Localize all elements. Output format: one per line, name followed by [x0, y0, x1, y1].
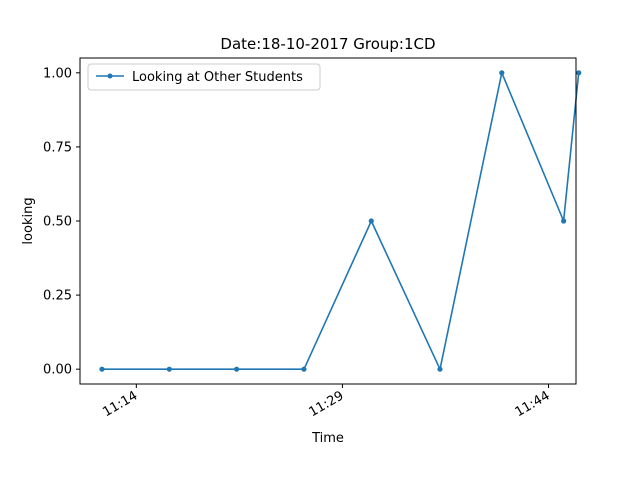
- y-axis: 0.00 0.25 0.50 0.75 1.00: [43, 66, 80, 378]
- plot-series: [99, 70, 582, 372]
- series-line: [102, 72, 580, 371]
- chart-title: Date:18-10-2017 Group:1CD: [220, 35, 435, 53]
- x-tick-label: 11:44: [513, 388, 553, 420]
- legend-box: [87, 63, 321, 91]
- data-point: [166, 366, 172, 372]
- data-point: [499, 70, 505, 76]
- x-tick-label: 11:29: [306, 388, 346, 420]
- x-axis-title: Time: [311, 431, 344, 446]
- x-tick-label: 11:14: [100, 388, 140, 420]
- y-tick-label: 0.50: [43, 215, 72, 230]
- data-point: [576, 70, 582, 76]
- data-point: [234, 366, 240, 372]
- y-tick-label: 0.00: [43, 363, 72, 378]
- y-axis-title: looking: [21, 197, 36, 244]
- data-point: [368, 218, 374, 224]
- data-point: [437, 366, 443, 372]
- legend: Looking at Other Students: [87, 63, 321, 91]
- y-tick-label: 0.75: [43, 140, 72, 155]
- legend-entry-label: Looking at Other Students: [132, 70, 303, 85]
- y-tick-label: 0.25: [43, 289, 72, 304]
- data-point: [561, 218, 567, 224]
- data-point: [99, 366, 105, 372]
- legend-marker-swatch: [107, 73, 113, 79]
- y-tick-label: 1.00: [43, 66, 72, 81]
- plot-frame: [79, 57, 577, 385]
- x-axis: 11:14 11:29 11:44: [100, 384, 553, 420]
- data-point: [301, 366, 307, 372]
